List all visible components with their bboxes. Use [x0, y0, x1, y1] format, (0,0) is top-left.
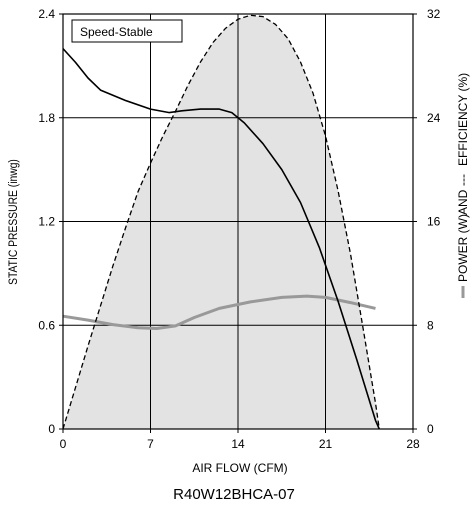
model-caption: R40W12BHCA-07 [173, 486, 295, 503]
y-left-tick-label: 1.8 [38, 111, 55, 125]
y-right-axis-label: POWER (W) AND --- EFFICIENCY (%) [456, 73, 470, 298]
efficiency-legend-dashes: --- [456, 174, 470, 186]
y-right-label-power: POWER (W) [456, 214, 470, 282]
legend-box: Speed-Stable [71, 19, 183, 43]
power-series-line [62, 294, 376, 330]
y-right-tick-label: 0 [427, 422, 434, 436]
y-left-tick-label: 1.2 [38, 215, 55, 229]
y-right-tick-label: 32 [427, 7, 441, 21]
x-tick-label: 21 [319, 437, 333, 451]
efficiency-shaded-area [63, 15, 380, 430]
y-left-axis-label: STATIC PRESSURE (inwg) [7, 159, 20, 285]
y-left-tick-label: 0 [48, 422, 55, 436]
y-right-label-and: AND [456, 189, 470, 215]
legend-box-frame [71, 19, 183, 43]
y-right-label-efficiency: EFFICIENCY (%) [456, 73, 470, 166]
x-axis-label: AIR FLOW (CFM) [192, 461, 287, 475]
y-left-tick-label: 0.6 [38, 318, 55, 332]
efficiency-series-line [62, 14, 380, 430]
x-tick-label: 0 [60, 437, 67, 451]
x-tick-label: 28 [406, 437, 420, 451]
legend-box-label: Speed-Stable [80, 25, 153, 39]
y-right-tick-label: 24 [427, 111, 441, 125]
y-right-tick-label: 8 [427, 318, 434, 332]
pressure-series-line [62, 48, 381, 430]
x-tick-label: 14 [231, 437, 245, 451]
y-right-tick-label: 16 [427, 215, 441, 229]
axes: 0 7 14 21 28 0 0.6 1.2 1.8 2.4 0 8 16 24 32 [38, 7, 440, 451]
y-left-tick-label: 2.4 [38, 7, 55, 21]
plot-area [62, 14, 413, 430]
x-tick-label: 7 [147, 437, 154, 451]
